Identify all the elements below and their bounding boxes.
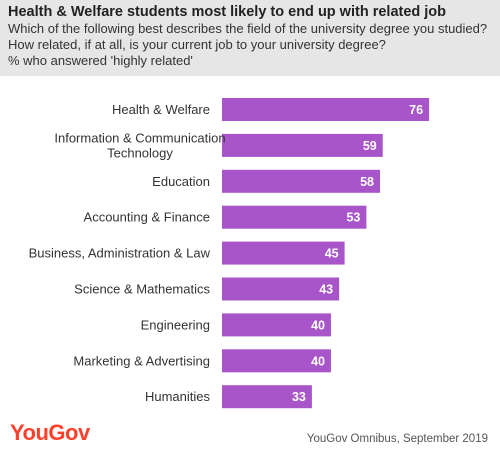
bar-2 — [222, 133, 383, 157]
data-label-4: 53 — [346, 211, 360, 225]
data-label-1: 76 — [409, 103, 423, 117]
data-label-3: 58 — [360, 175, 374, 189]
category-label-4: Accounting & Finance — [84, 210, 210, 225]
bar-7 — [222, 313, 331, 337]
data-label-2: 59 — [363, 139, 377, 153]
bar-3 — [222, 169, 381, 193]
bar-1 — [222, 98, 430, 121]
category-label-3: Education — [152, 174, 210, 189]
source-note: YouGov Omnibus, September 2019 — [306, 433, 488, 445]
bar-6 — [222, 277, 340, 301]
chart-subtitle: Which of the following best describes th… — [8, 21, 488, 52]
data-label-5: 45 — [325, 247, 339, 261]
data-label-9: 33 — [292, 390, 306, 404]
chart-note: % who answered 'highly related' — [8, 53, 193, 68]
bar-chart: 76 Health & Welfare 59 Information & Commun… — [29, 98, 430, 409]
bar-5 — [222, 241, 345, 265]
yougov-logo: YouGov — [10, 420, 90, 445]
category-label-8: Marketing & Advertising — [73, 353, 210, 368]
data-label-6: 43 — [319, 283, 333, 297]
category-label-7: Engineering — [141, 317, 210, 332]
category-label-5: Business, Administration & Law — [29, 246, 211, 261]
bar-4 — [222, 205, 367, 229]
chart-title: Health & Welfare students most likely to… — [8, 4, 447, 20]
bar-8 — [222, 349, 331, 373]
bar-9 — [222, 385, 312, 409]
data-label-8: 40 — [311, 354, 325, 368]
data-label-7: 40 — [311, 318, 325, 332]
category-label-6: Science & Mathematics — [74, 282, 210, 297]
category-label-9: Humanities — [145, 389, 211, 404]
category-label-2: Information & Communication Technology — [54, 130, 225, 160]
chart-header: Health & Welfare students most likely to… — [0, 0, 500, 76]
category-label-1: Health & Welfare — [112, 102, 210, 117]
